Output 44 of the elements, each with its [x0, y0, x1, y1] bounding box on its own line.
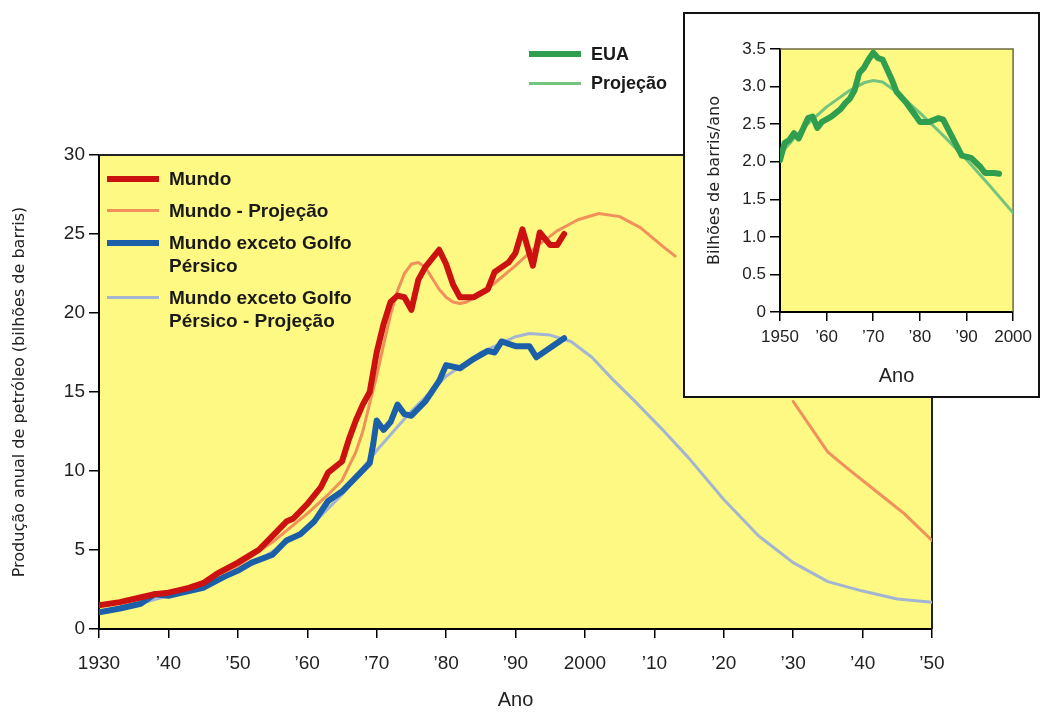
x-tick-label: ’70 [861, 326, 885, 346]
y-tick-label: 30 [63, 143, 85, 165]
legend-label: Mundo exceto Golfo Pérsico [169, 231, 353, 277]
y-tick-label: 0 [756, 301, 766, 321]
x-tick-label: ’80 [908, 326, 932, 346]
x-tick-label: 2000 [994, 326, 1032, 346]
y-tick-label: 3.5 [742, 38, 766, 58]
y-tick-label: 10 [63, 459, 85, 481]
x-tick-label: ’90 [502, 651, 529, 673]
legend-label: Mundo [169, 167, 232, 190]
legend-label: Projeção [590, 72, 667, 95]
x-tick-label: ’10 [641, 651, 668, 673]
x-tick-label: ’50 [225, 651, 251, 673]
legend-label: Mundo - Projeção [169, 199, 329, 222]
x-tick-label: 1950 [761, 326, 799, 346]
y-tick-label: 1.5 [742, 188, 766, 208]
x-tick-label: ’60 [815, 326, 838, 346]
x-axis-title: Ano [497, 687, 534, 710]
y-tick-label: 0.5 [742, 264, 766, 284]
x-tick-label: ’40 [849, 651, 876, 673]
y-tick-label: 0 [74, 617, 85, 639]
y-tick-label: 25 [63, 222, 85, 244]
y-axis-title: Produção anual de petróleo (bilhões de barris) [8, 206, 28, 578]
x-tick-label: ’90 [955, 326, 978, 346]
x-axis-title: Ano [878, 363, 915, 386]
y-tick-label: 15 [63, 380, 85, 402]
legend-label: Mundo exceto Golfo Pérsico - Projeção [169, 286, 353, 332]
x-tick-label: ’60 [294, 651, 320, 673]
y-tick-label: 2.0 [742, 151, 766, 171]
x-tick-label: 1930 [77, 651, 121, 673]
y-axis-title: Bilhões de barris/ano [703, 96, 723, 265]
x-tick-label: 2000 [563, 651, 607, 673]
y-tick-label: 1.0 [742, 226, 766, 246]
y-tick-label: 20 [63, 301, 85, 323]
x-tick-label: ’30 [780, 651, 806, 673]
y-tick-label: 2.5 [742, 113, 766, 133]
y-tick-label: 5 [74, 538, 85, 560]
x-tick-label: ’70 [363, 651, 390, 673]
x-tick-label: ’50 [919, 651, 945, 673]
x-tick-label: ’20 [711, 651, 737, 673]
x-tick-label: ’80 [433, 651, 459, 673]
x-tick-label: ’40 [155, 651, 182, 673]
legend-label: EUA [590, 43, 629, 66]
y-tick-label: 3.0 [742, 76, 766, 96]
